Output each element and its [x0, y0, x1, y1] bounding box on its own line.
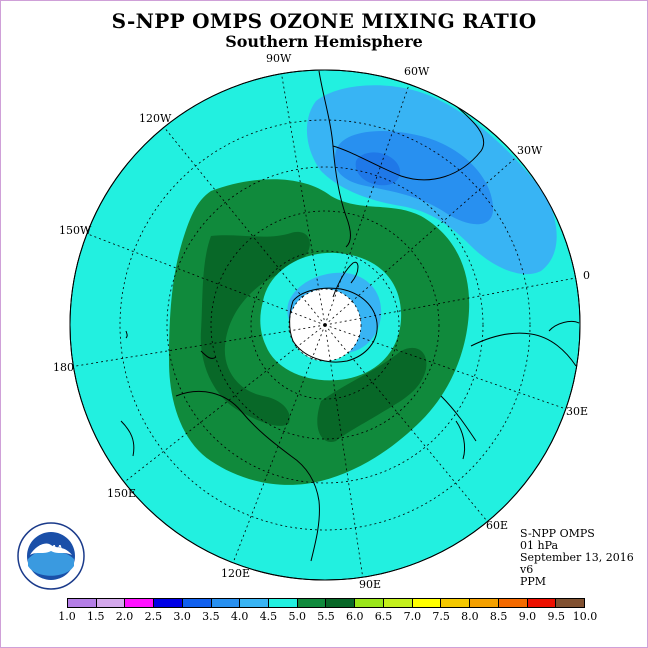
colorbar-tick-label: 7.0 — [403, 610, 422, 623]
figure-subtitle: Southern Hemisphere — [225, 32, 423, 51]
colorbar-segment — [68, 599, 97, 607]
colorbar-segment — [182, 599, 212, 607]
colorbar-tick-label: 9.0 — [518, 610, 537, 623]
lon-label-150e: 150E — [107, 487, 137, 500]
colorbar-segment — [412, 599, 442, 607]
coastlines — [120, 70, 580, 562]
colorbar-tick-label: 6.0 — [346, 610, 364, 623]
colorbar-tick-label: 10.0 — [572, 610, 598, 623]
colorbar-tick-label: 6.5 — [374, 610, 393, 623]
lon-label-150w: 150W — [59, 224, 92, 237]
colorbar-tick-label: 4.5 — [259, 610, 278, 623]
latitude-circles — [119, 119, 531, 531]
coast-africa — [440, 320, 580, 442]
info-block: S-NPP OMPS 01 hPa September 13, 2016 v6 … — [520, 528, 634, 588]
lon-label-60e: 60E — [486, 519, 509, 532]
colorbar-tick-label: 2.0 — [115, 610, 134, 623]
meridian-lines — [70, 70, 580, 580]
colorbar-tick-label: 9.5 — [547, 610, 565, 623]
colorbar-segment — [383, 599, 413, 607]
colorbar-segment — [441, 599, 471, 607]
colorbar-tick-label: 5.0 — [288, 610, 306, 623]
colorbar-tick-label: 5.5 — [317, 610, 335, 623]
colorbar-tick-label: 2.5 — [144, 610, 163, 623]
colorbar-tick-label: 8.5 — [489, 610, 508, 623]
colorbar-tick-label: 3.0 — [173, 610, 191, 623]
colorbar-segment — [154, 599, 183, 607]
lon-label-60w: 60W — [404, 65, 430, 78]
lon-label-90e: 90E — [359, 578, 382, 591]
colorbar-segment — [269, 599, 298, 607]
lon-label-120w: 120W — [139, 112, 172, 125]
colorbar-segment — [297, 599, 327, 607]
colorbar-segment — [125, 599, 155, 607]
colorbar-segment — [556, 599, 584, 607]
colorbar-segment — [211, 599, 241, 607]
region-6-0-ppm-west — [200, 231, 310, 426]
colorbar-segment — [355, 599, 384, 607]
info-date: September 13, 2016 — [520, 551, 634, 564]
colorbar-tick-label: 1.5 — [87, 610, 105, 623]
coast-antarctic-peninsula — [332, 261, 359, 298]
colorbar-tick-label: 7.5 — [432, 610, 450, 623]
info-level: 01 hPa — [520, 539, 559, 552]
colorbar-tick-label: 3.5 — [202, 610, 220, 623]
colorbar-segment — [470, 599, 499, 607]
colorbar-segment — [498, 599, 528, 607]
region-6-0-ppm-east — [317, 347, 427, 442]
lon-label-0: 0 — [583, 269, 590, 282]
lon-label-30w: 30W — [517, 144, 543, 157]
coast-south-america — [318, 70, 485, 248]
lon-label-30e: 30E — [566, 405, 589, 418]
lon-label-180: 180 — [53, 361, 74, 374]
colorbar-segment — [326, 599, 356, 607]
colorbar-segment — [527, 599, 557, 607]
colorbar-tick-label: 8.0 — [461, 610, 479, 623]
colorbar-tick-label: 1.0 — [58, 610, 76, 623]
noaa-logo-text: NOAA — [39, 544, 63, 553]
figure-title: S-NPP OMPS OZONE MIXING RATIO — [111, 9, 537, 33]
noaa-logo: NOAA — [17, 522, 85, 590]
colorbar-segment — [96, 599, 126, 607]
colorbar — [67, 598, 585, 608]
colorbar-segment — [240, 599, 270, 607]
info-units: PPM — [520, 575, 547, 588]
coast-antarctica — [289, 287, 378, 363]
colorbar-tick-label: 4.0 — [230, 610, 249, 623]
info-version: v6 — [520, 563, 534, 576]
lon-label-90w: 90W — [266, 52, 292, 65]
info-instrument: S-NPP OMPS — [520, 527, 595, 540]
lon-label-120e: 120E — [221, 567, 251, 580]
coast-nz — [120, 330, 135, 457]
coast-madagascar — [455, 420, 466, 460]
south-pole-marker — [323, 323, 327, 327]
coast-australia — [175, 350, 320, 562]
